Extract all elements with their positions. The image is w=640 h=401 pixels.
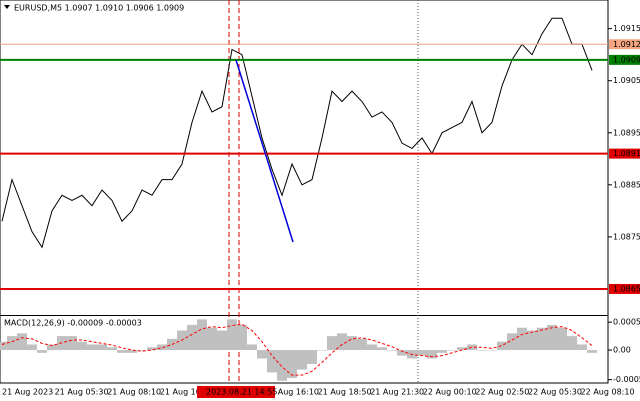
histogram-bar [437,350,447,353]
level-label: 1.0891 [613,149,640,158]
price-line [1,323,593,376]
histogram-bar [427,350,437,359]
histogram-bar [37,350,47,353]
histogram-bar [7,336,17,351]
histogram-bar [287,350,297,378]
chart-title: EURUSD,M5 1.0907 1.0910 1.0906 1.0909 [14,4,184,13]
histogram-bar [107,347,117,351]
x-tick-label: 21 Aug 10:50 [160,388,214,397]
y-tick-label: 1.0915 [613,24,640,33]
histogram-bar [467,344,477,351]
y-tick-label: 1.0905 [613,76,640,85]
histogram-bar [147,347,157,351]
histogram-bar [447,350,457,351]
cursor-label: 2023.08.21 14:55 [206,388,277,397]
x-tick-label: 21 Aug 21:30 [370,388,424,397]
histogram-bar [257,350,267,359]
histogram-bar [347,336,357,351]
histogram-bar [197,319,207,351]
level-label-bg [609,39,640,50]
histogram-bar [97,344,107,351]
histogram-bar [337,333,347,351]
histogram-bar [297,350,307,370]
histogram-bar [277,350,287,381]
x-tick-label: 21 Aug 08:10 [107,388,161,397]
histogram-bar [547,324,557,351]
histogram-bar [237,324,247,351]
histogram-bar [207,327,217,351]
histogram-bar [387,350,397,351]
level-label-bg [609,54,640,65]
histogram-bar [17,333,27,351]
histogram-bar [247,344,257,351]
x-tick-label: 21 Aug 16:10 [265,388,319,397]
histogram-bar [157,344,167,351]
histogram-bar [527,330,537,351]
histogram-bar [87,344,97,351]
macd-title: MACD(12,26,9) -0.00009 -0.00003 [4,319,142,328]
histogram-bar [27,344,37,351]
histogram-bar [537,327,547,351]
histogram-bar [217,330,227,351]
y-tick-label: 1.0885 [613,180,640,189]
x-tick-label: 21 Aug 05:30 [55,388,109,397]
level-label: 1.0865 [613,284,640,293]
histogram-bar [327,336,337,351]
level-label-bg [609,283,640,294]
histogram-bar [367,344,377,351]
trend-line [235,59,294,243]
histogram-bar [507,333,517,351]
histogram-bar [117,350,127,353]
y-tick-label: 0.00 [613,346,631,355]
histogram-bar [187,324,197,351]
x-tick-label: 22 Aug 05:30 [528,388,582,397]
x-tick-label: 21 Aug 2023 [2,388,53,397]
y-tick-label: 1.0895 [613,128,640,137]
x-tick-label: 21 Aug 18:50 [318,388,372,397]
histogram-bar [127,350,137,353]
y-tick-label: 1.0875 [613,232,640,241]
histogram-bar [77,341,87,351]
histogram-bar [227,319,237,351]
histogram-bar [457,347,467,351]
price-line [1,17,593,249]
x-tick-label: 22 Aug 08:10 [581,388,635,397]
level-label: 1.0912 [613,40,640,49]
histogram-bar [557,327,567,351]
level-label: 1.0909 [613,55,640,64]
histogram-bar [497,341,507,351]
histogram-bar [317,350,327,351]
histogram-bar [357,338,367,351]
histogram-bar [417,350,427,356]
x-tick-label: 22 Aug 02:50 [475,388,529,397]
histogram-bar [517,327,527,351]
histogram-bar [577,344,587,351]
histogram-bar [487,350,497,351]
histogram-bar [47,344,57,351]
histogram-bar [567,336,577,351]
histogram-bar [267,350,277,373]
histogram-bar [137,350,147,351]
histogram-bar [477,350,487,351]
menu-icon [4,5,10,9]
histogram-bar [307,350,317,365]
histogram-bar [397,350,407,356]
y-tick-label: 0.0005 [613,318,640,327]
histogram-bar [377,347,387,351]
cursor-label-bg [197,386,275,398]
y-tick-label: -0.00053 [613,375,640,384]
x-tick-label: 22 Aug 00:10 [423,388,477,397]
histogram-bar [587,350,597,353]
histogram-bar [67,336,77,351]
histogram-bar [0,341,7,351]
level-label-bg [609,148,640,159]
